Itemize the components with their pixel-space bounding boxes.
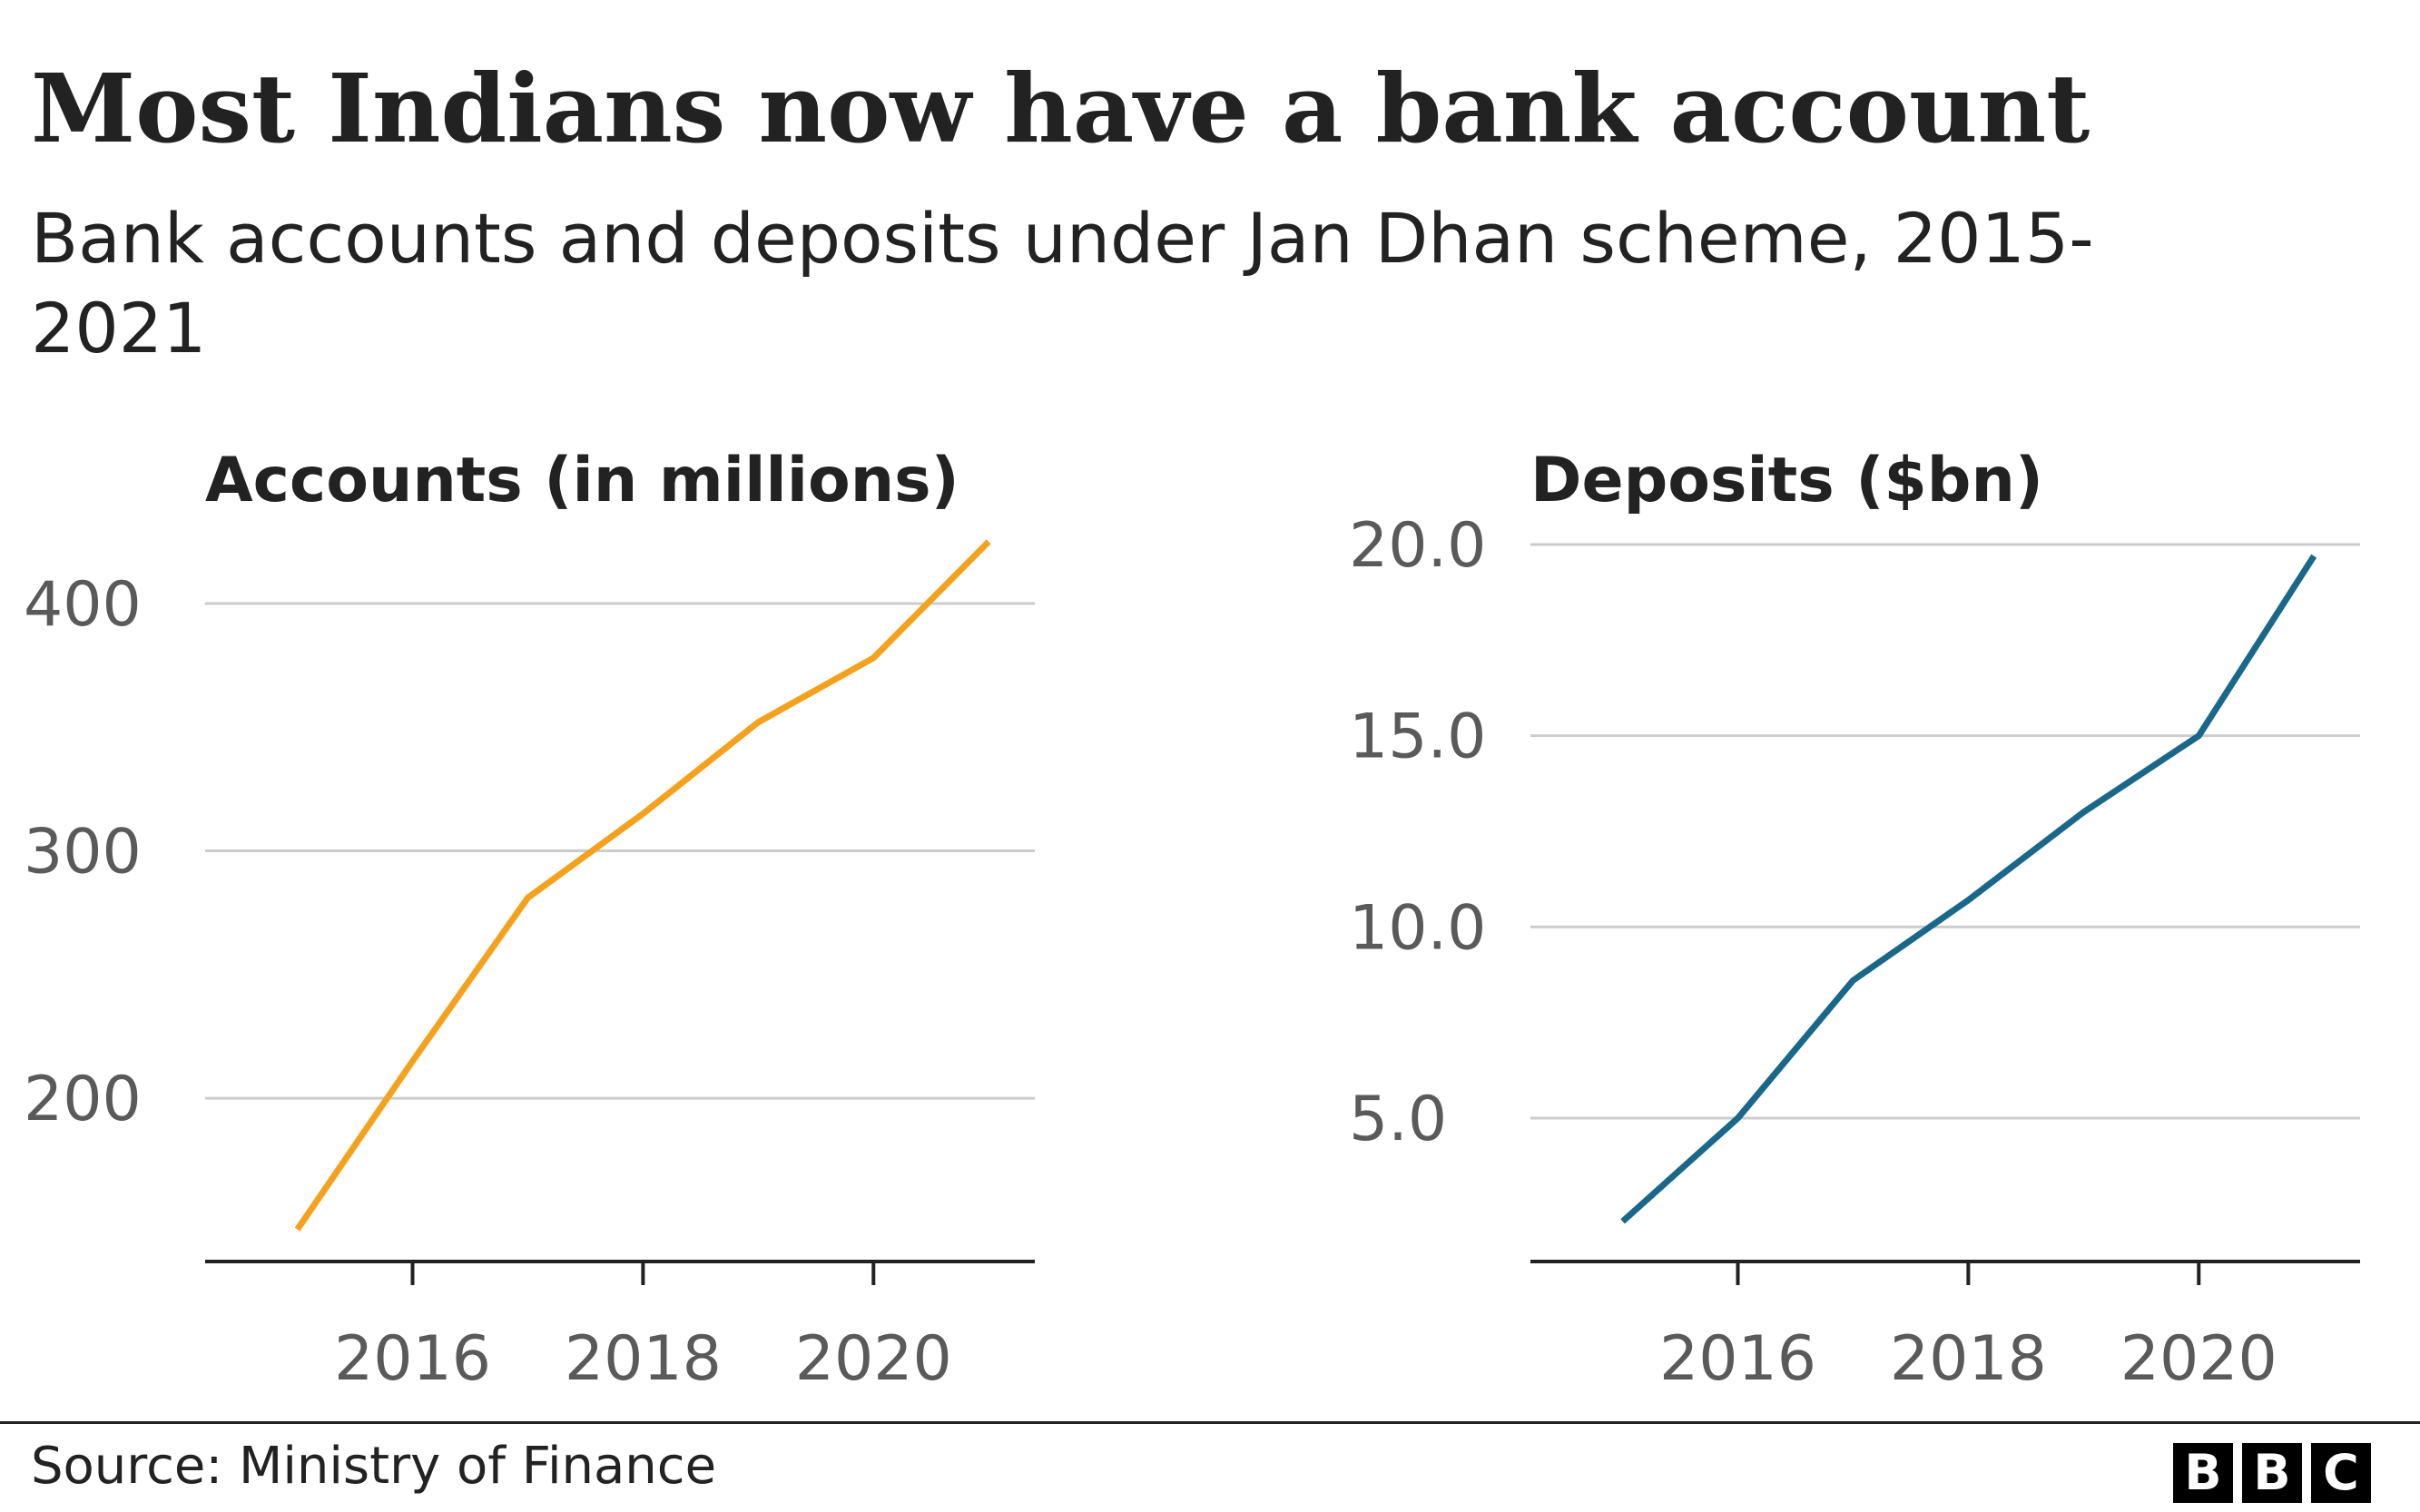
footer-divider xyxy=(0,1421,2420,1424)
deposits-x-tick-label: 2020 xyxy=(2120,1323,2277,1395)
deposits-series-line xyxy=(1620,554,2317,1224)
deposits-panel-title: Deposits ($bn) xyxy=(1530,445,2043,516)
chart-title: Most Indians now have a bank account xyxy=(31,53,2090,164)
accounts-x-tick-label: 2018 xyxy=(565,1323,722,1395)
deposits-y-tick-label: 5.0 xyxy=(1349,1084,1447,1155)
bbc-logo: B B C xyxy=(2173,1443,2371,1503)
deposits-y-tick-label: 20.0 xyxy=(1349,510,1486,582)
accounts-y-tick-label: 200 xyxy=(24,1064,142,1135)
accounts-x-tick-label: 2020 xyxy=(795,1323,952,1395)
deposits-x-tick-label: 2016 xyxy=(1659,1323,1816,1395)
deposits-y-tick-label: 10.0 xyxy=(1349,892,1486,964)
deposits-x-tick-label: 2018 xyxy=(1890,1323,2047,1395)
chart-subtitle: Bank accounts and deposits under Jan Dha… xyxy=(31,198,2094,368)
bbc-logo-letter: B xyxy=(2242,1443,2302,1503)
bbc-logo-letter: C xyxy=(2311,1443,2371,1503)
deposits-chart: Deposits ($bn) 5.0 10.0 15.0 20.0 2016 2018 20… xyxy=(1349,445,2360,1395)
bbc-logo-letter: B xyxy=(2173,1443,2233,1503)
accounts-series-line xyxy=(294,539,991,1232)
accounts-panel-title: Accounts (in millions) xyxy=(205,445,959,516)
accounts-chart: Accounts (in millions) 200 300 400 2016 2018… xyxy=(24,445,1035,1395)
accounts-x-tick-label: 2016 xyxy=(334,1323,491,1395)
accounts-y-tick-label: 400 xyxy=(24,569,142,641)
accounts-y-tick-label: 300 xyxy=(24,817,142,889)
deposits-y-tick-label: 15.0 xyxy=(1349,702,1486,773)
source-note: Source: Ministry of Finance xyxy=(31,1437,717,1496)
